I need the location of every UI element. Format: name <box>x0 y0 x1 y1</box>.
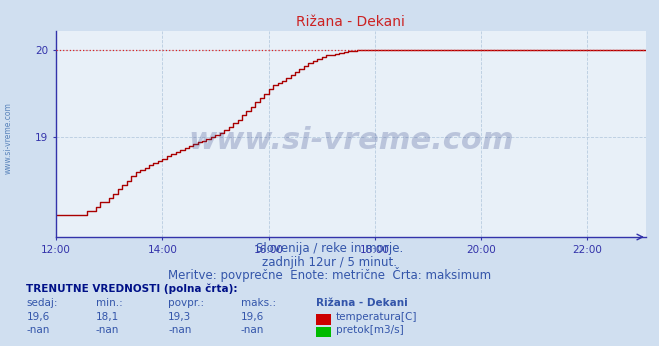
Text: www.si-vreme.com: www.si-vreme.com <box>3 102 13 174</box>
Text: Meritve: povprečne  Enote: metrične  Črta: maksimum: Meritve: povprečne Enote: metrične Črta:… <box>168 267 491 282</box>
Text: min.:: min.: <box>96 298 123 308</box>
Text: -nan: -nan <box>26 325 49 335</box>
Text: povpr.:: povpr.: <box>168 298 204 308</box>
Text: pretok[m3/s]: pretok[m3/s] <box>336 325 404 335</box>
Title: Rižana - Dekani: Rižana - Dekani <box>297 15 405 29</box>
Text: -nan: -nan <box>241 325 264 335</box>
Text: Slovenija / reke in morje.: Slovenija / reke in morje. <box>256 242 403 255</box>
Text: -nan: -nan <box>96 325 119 335</box>
Text: maks.:: maks.: <box>241 298 275 308</box>
Text: 19,3: 19,3 <box>168 312 191 322</box>
Text: www.si-vreme.com: www.si-vreme.com <box>188 126 514 155</box>
Text: -nan: -nan <box>168 325 191 335</box>
Text: Rižana - Dekani: Rižana - Dekani <box>316 298 408 308</box>
Text: TRENUTNE VREDNOSTI (polna črta):: TRENUTNE VREDNOSTI (polna črta): <box>26 284 238 294</box>
Text: 18,1: 18,1 <box>96 312 119 322</box>
Text: sedaj:: sedaj: <box>26 298 58 308</box>
Text: 19,6: 19,6 <box>26 312 49 322</box>
Text: zadnjih 12ur / 5 minut.: zadnjih 12ur / 5 minut. <box>262 256 397 269</box>
Text: 19,6: 19,6 <box>241 312 264 322</box>
Text: temperatura[C]: temperatura[C] <box>336 312 418 322</box>
